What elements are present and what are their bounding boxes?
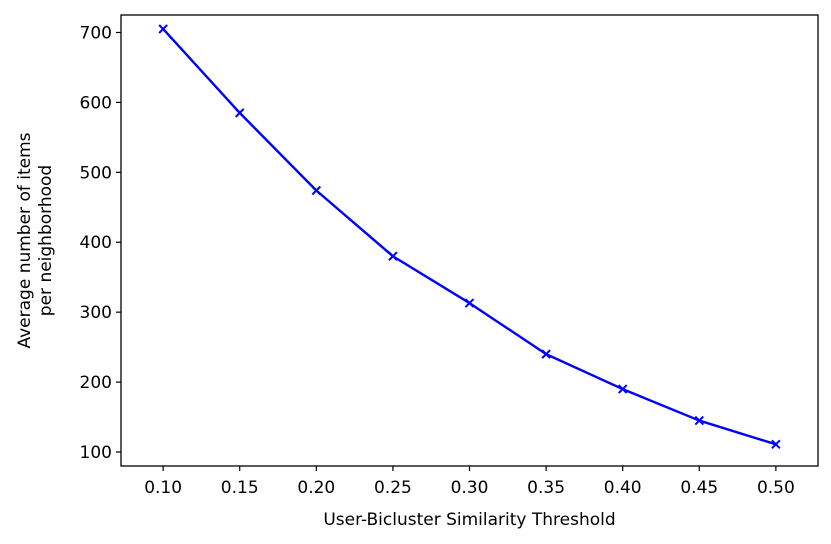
x-tick-label: 0.15 [221,478,259,498]
x-tick-label: 0.30 [451,478,489,498]
y-tick-label: 500 [80,163,112,183]
x-axis-ticks: 0.10 0.15 0.20 0.25 0.30 0.35 0.40 0.45 0.50 [144,466,795,498]
data-point-marker [694,415,704,426]
y-tick-label: 200 [80,373,112,393]
y-tick-label: 300 [80,303,112,323]
data-point-marker [771,439,781,450]
data-point-marker [541,349,551,359]
x-tick-label: 0.40 [604,478,642,498]
x-tick-label: 0.45 [680,478,718,498]
x-tick-label: 0.50 [757,478,795,498]
data-point-marker [158,24,168,34]
x-tick-label: 0.35 [527,478,565,498]
y-tick-label: 100 [80,443,112,463]
y-tick-label: 600 [80,93,112,113]
data-point-marker [617,384,628,394]
y-axis-label-line-1: Average number of items [15,132,35,348]
x-tick-label: 0.25 [374,478,412,498]
x-tick-label: 0.10 [144,478,182,498]
y-tick-label: 400 [80,233,112,253]
data-point-marker [235,108,245,118]
x-tick-label: 0.20 [297,478,335,498]
data-point-marker [311,185,322,196]
series-line [162,28,777,446]
y-tick-label: 700 [80,23,112,43]
series-layer [158,24,781,450]
y-axis-label-line-2: per neighborhood [36,165,56,316]
plot-frame [120,14,819,467]
y-axis-ticks: 100 200 300 400 500 600 700 [80,23,121,463]
data-point-marker [388,251,398,261]
x-axis-label: User-Bicluster Similarity Threshold [323,510,615,530]
data-point-marker [464,298,475,308]
